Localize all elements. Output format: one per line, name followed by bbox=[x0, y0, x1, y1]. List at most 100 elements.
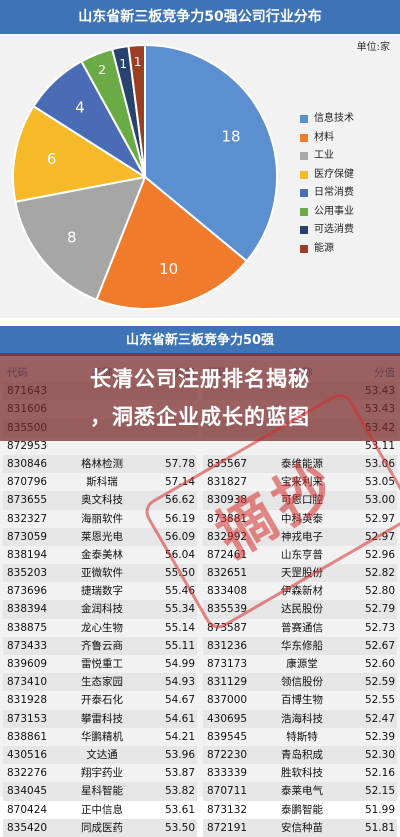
table-row: 838394 金润科技 55.34 bbox=[3, 600, 197, 619]
name-cell: 普赛通信 bbox=[281, 621, 323, 634]
score-cell: 56.62 bbox=[164, 494, 195, 507]
table-row: 837000 百博生物 52.55 bbox=[203, 691, 397, 709]
score-cell: 53.50 bbox=[164, 821, 195, 834]
score-cell: 52.16 bbox=[364, 767, 395, 780]
pie-slice-label-5: 2 bbox=[98, 63, 106, 77]
name-cell: 亚微软件 bbox=[81, 567, 123, 580]
code-cell: 873587 bbox=[207, 621, 248, 634]
code-cell: 835203 bbox=[7, 567, 48, 580]
legend-swatch bbox=[300, 189, 308, 198]
table-row: 831129 领信股份 52.59 bbox=[203, 673, 397, 692]
legend-swatch bbox=[300, 170, 308, 179]
name-cell: 中科英泰 bbox=[281, 512, 323, 525]
name-cell: 神戎电子 bbox=[281, 530, 323, 543]
score-cell: 53.87 bbox=[164, 767, 195, 780]
score-cell: 57.14 bbox=[164, 476, 195, 489]
code-cell: 873696 bbox=[7, 585, 48, 598]
code-cell: 870711 bbox=[207, 785, 248, 798]
name-cell: 青岛积成 bbox=[281, 748, 323, 761]
table-row: 430516 文达通 53.96 bbox=[3, 745, 197, 765]
name-cell: 攀雷科技 bbox=[81, 712, 123, 725]
name-cell: 文达通 bbox=[86, 748, 118, 761]
score-cell: 54.67 bbox=[164, 694, 195, 707]
code-cell: 838194 bbox=[7, 548, 48, 561]
name-cell: 安信种苗 bbox=[281, 821, 323, 834]
name-cell: 海丽软件 bbox=[81, 512, 123, 525]
code-cell: 873153 bbox=[7, 712, 48, 725]
score-cell: 52.82 bbox=[364, 567, 395, 580]
table-row: 838861 华鹏精机 54.21 bbox=[3, 728, 197, 746]
score-cell: 52.15 bbox=[364, 785, 395, 798]
name-cell: 金润科技 bbox=[81, 603, 123, 616]
score-cell: 53.82 bbox=[164, 785, 195, 798]
code-cell: 873433 bbox=[7, 639, 48, 652]
table-row: 835420 同成医药 53.50 bbox=[3, 818, 197, 837]
score-cell: 52.39 bbox=[364, 730, 395, 743]
legend-label: 材料 bbox=[314, 131, 334, 143]
legend-item: 材料 bbox=[300, 129, 354, 148]
legend-label: 日常消费 bbox=[314, 187, 354, 198]
code-cell: 838875 bbox=[7, 621, 48, 634]
code-cell: 870796 bbox=[7, 476, 48, 489]
name-cell: 泰维能源 bbox=[281, 457, 323, 470]
legend-swatch bbox=[300, 244, 308, 253]
pie-legend: 信息技术 材料 工业 医疗保健 日常消费 公用事业 可选消费 能源 bbox=[300, 110, 354, 258]
code-cell: 838861 bbox=[7, 730, 48, 743]
legend-label: 工业 bbox=[314, 150, 334, 161]
name-cell: 康源堂 bbox=[286, 658, 318, 670]
table-row: 872461 山东亨普 52.96 bbox=[203, 546, 397, 564]
code-cell: 870424 bbox=[7, 803, 48, 816]
table-row: 834045 星科智能 53.82 bbox=[3, 782, 197, 801]
pie-slice-3 bbox=[12, 104, 148, 203]
pie-slice-1 bbox=[95, 175, 249, 310]
score-cell: 53.11 bbox=[364, 439, 395, 452]
code-cell: 831236 bbox=[207, 639, 248, 652]
legend-label: 公用事业 bbox=[314, 205, 354, 217]
table-row: 838194 金泰美林 56.04 bbox=[3, 546, 197, 564]
table-row: 838875 龙心生物 55.14 bbox=[3, 619, 197, 637]
score-cell: 57.78 bbox=[164, 457, 195, 470]
code-cell: 430695 bbox=[207, 712, 248, 725]
table-row: 872953 bbox=[3, 437, 197, 455]
legend-label: 能源 bbox=[314, 242, 334, 254]
score-cell: 52.97 bbox=[364, 530, 395, 543]
name-cell: 百博生物 bbox=[281, 694, 323, 707]
name-cell: 同成医药 bbox=[81, 821, 123, 834]
code-cell: 831827 bbox=[207, 476, 248, 489]
name-cell: 雷悦重工 bbox=[81, 658, 123, 670]
pie-chart-panel: 山东省新三板竞争力50强公司行业分布 单位:家 18 10 8 6 4 2 1 1 信息技术材… bbox=[0, 0, 400, 318]
legend-item: 信息技术 bbox=[300, 110, 354, 129]
table-row: 873153 攀雷科技 54.61 bbox=[3, 709, 197, 728]
table-row: 831928 开泰石化 54.67 bbox=[3, 691, 197, 709]
table-row: 870711 泰莱电气 52.15 bbox=[203, 782, 397, 801]
code-cell: 833339 bbox=[207, 767, 248, 780]
table-row: 832992 神戎电子 52.97 bbox=[203, 527, 397, 546]
name-cell: 星科智能 bbox=[81, 785, 123, 798]
name-cell: 特斯特 bbox=[286, 730, 318, 743]
headline-line-2: ，洞悉企业成长的蓝图 bbox=[90, 405, 310, 429]
table-row: 831827 宝来利来 53.05 bbox=[203, 473, 397, 491]
code-cell: 873410 bbox=[7, 676, 48, 689]
name-cell: 泰鹏智能 bbox=[281, 803, 323, 816]
pie-slice-label-1: 10 bbox=[159, 260, 178, 278]
score-cell: 52.80 bbox=[364, 585, 395, 598]
score-cell: 54.21 bbox=[164, 730, 195, 743]
score-cell: 53.61 bbox=[164, 803, 195, 816]
table-row: 873173 康源堂 52.60 bbox=[203, 655, 397, 673]
name-cell: 宝来利来 bbox=[281, 476, 323, 489]
legend-item: 能源 bbox=[300, 240, 354, 259]
name-cell: 金泰美林 bbox=[81, 548, 123, 561]
legend-item: 工业 bbox=[300, 147, 354, 166]
table-row: 835567 泰维能源 53.06 bbox=[203, 454, 397, 474]
pie-slice-2 bbox=[14, 175, 147, 302]
name-cell: 齐鲁云商 bbox=[81, 639, 123, 652]
code-cell: 835420 bbox=[7, 821, 48, 834]
code-cell: 839545 bbox=[207, 730, 248, 743]
score-cell: 52.97 bbox=[364, 512, 395, 525]
name-cell: 莱恩光电 bbox=[81, 530, 123, 543]
legend-label: 可选消费 bbox=[314, 224, 354, 235]
name-cell: 华东修船 bbox=[281, 639, 323, 652]
score-cell: 55.50 bbox=[164, 567, 195, 580]
legend-item: 公用事业 bbox=[300, 203, 354, 222]
